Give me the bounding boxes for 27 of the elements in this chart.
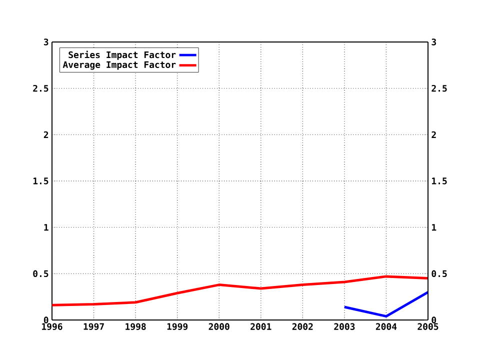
y-tick-label: 0.5 bbox=[33, 270, 48, 278]
y2-tick-label: 2.5 bbox=[432, 84, 447, 92]
y2-tick-label: 0.5 bbox=[432, 270, 447, 278]
y2-tick-label: 2 bbox=[432, 131, 436, 138]
x-tick-label: 1999 bbox=[167, 323, 188, 330]
x-tick-label: 1998 bbox=[126, 323, 146, 330]
y2-tick-label: 1 bbox=[432, 224, 436, 231]
x-tick-label: 2000 bbox=[208, 323, 230, 330]
x-tick-label: 2005 bbox=[418, 323, 438, 330]
y2-tick-label: 0 bbox=[432, 316, 436, 324]
y-tick-label: 3 bbox=[44, 38, 48, 46]
y-tick-label: 2 bbox=[44, 131, 48, 138]
x-tick-label: 2002 bbox=[292, 323, 313, 330]
line-series bbox=[52, 275, 428, 306]
x-tick-label: 2003 bbox=[334, 323, 355, 330]
y-tick-label: 0 bbox=[44, 316, 48, 324]
legend-label: Series Impact Factor bbox=[68, 50, 176, 60]
x-tick-label: 2004 bbox=[376, 323, 397, 330]
y-tick-label: 2.5 bbox=[33, 84, 48, 92]
x-tick-label: 2001 bbox=[250, 323, 272, 330]
y-tick-label: 1 bbox=[44, 224, 48, 231]
legend-label: Average Impact Factor bbox=[62, 61, 176, 70]
y2-tick-label: 1.5 bbox=[432, 178, 447, 184]
x-tick-label: 1997 bbox=[84, 323, 104, 330]
x-tick-label: 1996 bbox=[42, 323, 62, 330]
y-tick-label: 1.5 bbox=[33, 178, 48, 184]
y2-tick-label: 3 bbox=[432, 38, 436, 46]
